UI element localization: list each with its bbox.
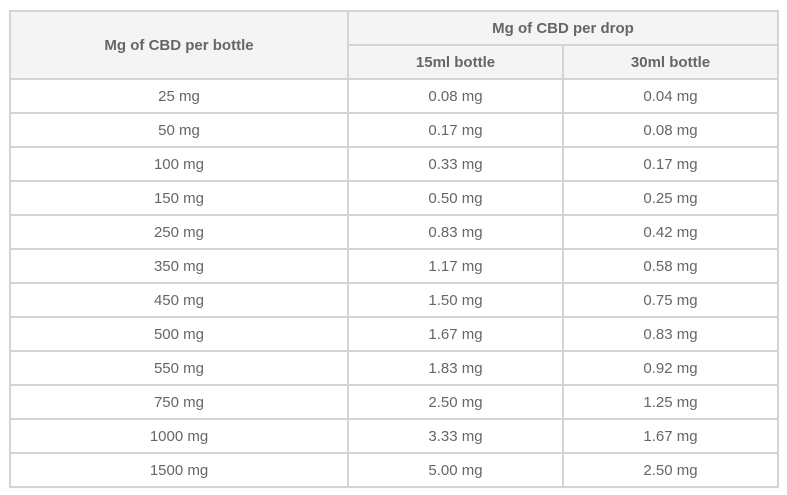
header-row: 15ml bottle 30ml bottle [10,44,779,80]
table-cell: 0.17 mg [562,146,779,182]
table-cell: 2.50 mg [347,384,564,420]
table-cell: 250 mg [9,214,349,250]
table-body: 25 mg 0.08 mg 0.04 mg 50 mg 0.17 mg 0.08 mg 10… [9,78,779,488]
table-cell: 25 mg [9,78,349,114]
table-cell: 0.04 mg [562,78,779,114]
table-cell: 1.83 mg [347,350,564,386]
table-row: 50 mg 0.17 mg 0.08 mg [9,112,779,148]
table-row: 550 mg 1.83 mg 0.92 mg [9,350,779,386]
table-cell: 550 mg [9,350,349,386]
table-row: 1500 mg 5.00 mg 2.50 mg [9,452,779,488]
table-cell: 0.75 mg [562,282,779,318]
table-row: 25 mg 0.08 mg 0.04 mg [9,78,779,114]
table-cell: 50 mg [9,112,349,148]
table-cell: 0.17 mg [347,112,564,148]
row-header: Mg of CBD per bottle [9,10,349,80]
table-row: 450 mg 1.50 mg 0.75 mg [9,282,779,318]
table-row: 350 mg 1.17 mg 0.58 mg [9,248,779,284]
table-cell: 450 mg [9,282,349,318]
table-cell: 0.83 mg [347,214,564,250]
table-row: 100 mg 0.33 mg 0.17 mg [9,146,779,182]
table-cell: 0.58 mg [562,248,779,284]
table-cell: 0.33 mg [347,146,564,182]
table-cell: 0.08 mg [347,78,564,114]
table-cell: 1000 mg [9,418,349,454]
cbd-table: Mg of CBD per bottle Mg of CBD per drop … [9,10,779,488]
table-cell: 1.17 mg [347,248,564,284]
table-row: 750 mg 2.50 mg 1.25 mg [9,384,779,420]
table-header: Mg of CBD per bottle Mg of CBD per drop … [9,10,779,80]
table-row: 250 mg 0.83 mg 0.42 mg [9,214,779,250]
table-cell: 0.08 mg [562,112,779,148]
table-cell: 0.42 mg [562,214,779,250]
table-cell: 3.33 mg [347,418,564,454]
table-row: 500 mg 1.67 mg 0.83 mg [9,316,779,352]
column-header: 15ml bottle [347,44,564,80]
header-row: Mg of CBD per bottle Mg of CBD per drop [9,10,779,80]
table-row: 1000 mg 3.33 mg 1.67 mg [9,418,779,454]
table-cell: 2.50 mg [562,452,779,488]
table-cell: 750 mg [9,384,349,420]
table-cell: 1.50 mg [347,282,564,318]
table-cell: 1.67 mg [347,316,564,352]
table-cell: 1.25 mg [562,384,779,420]
table-cell: 350 mg [9,248,349,284]
table-cell: 0.92 mg [562,350,779,386]
table-cell: 0.25 mg [562,180,779,216]
table-cell: 0.50 mg [347,180,564,216]
table-cell: 5.00 mg [347,452,564,488]
table-row: 150 mg 0.50 mg 0.25 mg [9,180,779,216]
table-cell: 1500 mg [9,452,349,488]
table-cell: 1.67 mg [562,418,779,454]
table-cell: 150 mg [9,180,349,216]
column-header: 30ml bottle [562,44,779,80]
table-cell: 500 mg [9,316,349,352]
table-cell: 0.83 mg [562,316,779,352]
table-cell: 100 mg [9,146,349,182]
group-header: Mg of CBD per drop [347,10,779,46]
